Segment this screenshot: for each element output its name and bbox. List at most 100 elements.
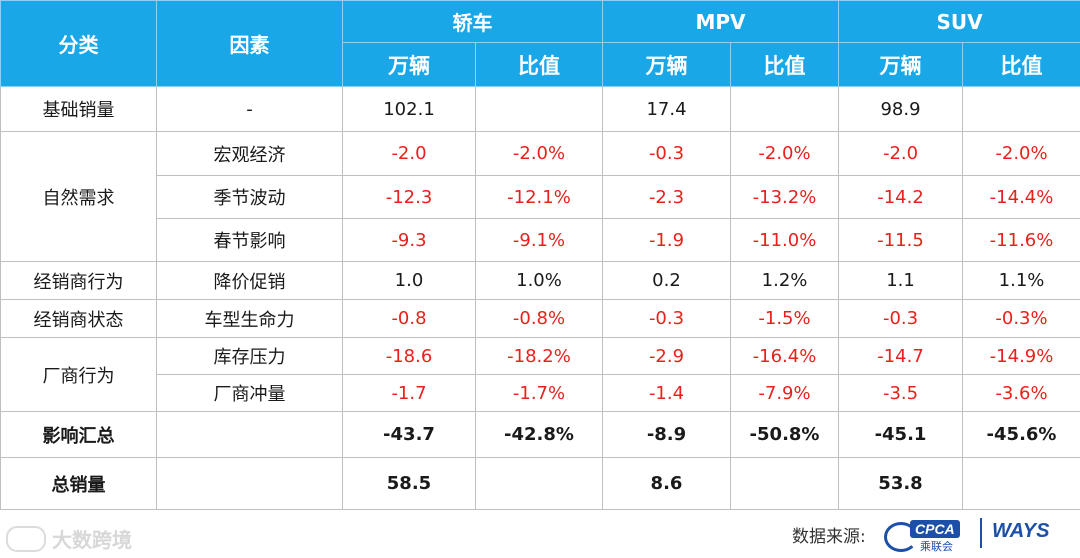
cell: -1.7 xyxy=(342,374,476,412)
cell: -2.0% xyxy=(475,131,603,176)
cell: -3.6% xyxy=(962,374,1080,412)
table-row: 厂商行为 库存压力 -18.6 -18.2% -2.9 -16.4% -14.7… xyxy=(0,337,1080,412)
cell: -14.4% xyxy=(962,175,1080,219)
cell: -9.3 xyxy=(342,218,476,262)
cell: -50.8% xyxy=(729,411,840,458)
cell: -18.2% xyxy=(475,337,603,375)
cell: -42.8% xyxy=(475,411,603,458)
cell: 1.0 xyxy=(342,261,476,300)
cell: 1.2% xyxy=(729,261,840,300)
cpca-logo-text: CPCA xyxy=(910,520,960,538)
cell: -45.6% xyxy=(962,411,1080,458)
cell xyxy=(729,86,840,132)
cell: -12.3 xyxy=(342,175,476,219)
cpca-logo-subtext: 乘联会 xyxy=(920,540,953,553)
cell: -13.2% xyxy=(729,175,840,219)
table-row: 春节影响 -9.3 -9.1% -1.9 -11.0% -11.5 -11.6% xyxy=(1,218,1080,262)
cell: -9.1% xyxy=(475,218,603,262)
watermark-logo-icon xyxy=(6,525,46,552)
header-group-suv: SUV xyxy=(838,0,1080,43)
row-factor: 厂商冲量 xyxy=(156,374,343,412)
header-unit: 比值 xyxy=(475,42,603,87)
row-factor: 车型生命力 xyxy=(156,299,343,338)
row-category: 经销商行为 xyxy=(0,261,157,300)
cell: 102.1 xyxy=(342,86,476,132)
cell xyxy=(962,457,1080,510)
table-row: 自然需求 宏观经济 -2.0 -2.0% -0.3 -2.0% -2.0 -2.… xyxy=(0,131,1080,262)
row-category: 自然需求 xyxy=(0,131,157,262)
header-factor: 因素 xyxy=(156,0,343,87)
cell xyxy=(475,86,603,132)
cell xyxy=(962,86,1080,132)
cell: -0.3 xyxy=(838,299,964,338)
cell: -12.1% xyxy=(475,175,603,219)
cell: -2.0 xyxy=(838,131,964,176)
cell: -2.9 xyxy=(602,337,731,375)
table-row: 季节波动 -12.3 -12.1% -2.3 -13.2% -14.2 -14.… xyxy=(1,175,1080,219)
cell: -11.0% xyxy=(729,218,840,262)
row-factor xyxy=(156,411,343,458)
row-category: 厂商行为 xyxy=(0,337,157,412)
cell: -0.8% xyxy=(475,299,603,338)
cell: -1.9 xyxy=(602,218,731,262)
cell: -1.4 xyxy=(602,374,731,412)
cell: -0.8 xyxy=(342,299,476,338)
row-category: 总销量 xyxy=(0,457,157,510)
table-row: 基础销量 - 102.1 17.4 98.9 xyxy=(0,86,1080,132)
cell: -8.9 xyxy=(602,411,731,458)
cell: 0.2 xyxy=(602,261,731,300)
table-row: 总销量 58.5 8.6 53.8 xyxy=(0,457,1080,510)
row-category: 影响汇总 xyxy=(0,411,157,458)
cell: -2.0% xyxy=(962,131,1080,176)
cell: -0.3% xyxy=(962,299,1080,338)
header-category: 分类 xyxy=(0,0,157,87)
cell: -3.5 xyxy=(838,374,964,412)
cell: -14.7 xyxy=(838,337,964,375)
cell: 53.8 xyxy=(838,457,964,510)
table-row: 经销商状态 车型生命力 -0.8 -0.8% -0.3 -1.5% -0.3 -… xyxy=(0,299,1080,338)
header-group-sedan: 轿车 xyxy=(342,0,603,43)
cell: 98.9 xyxy=(838,86,964,132)
header-unit: 比值 xyxy=(729,42,840,87)
table-row: 厂商冲量 -1.7 -1.7% -1.4 -7.9% -3.5 -3.6% xyxy=(1,374,1080,412)
source-label: 数据来源: xyxy=(792,527,866,547)
row-category: 经销商状态 xyxy=(0,299,157,338)
sales-factor-table: 分类 因素 轿车 MPV SUV 万辆 比值 万辆 比值 万辆 比值 基础销量 … xyxy=(0,0,1080,510)
row-category: 基础销量 xyxy=(0,86,157,132)
cell xyxy=(729,457,840,510)
row-factor: 季节波动 xyxy=(156,175,343,219)
header-unit: 万辆 xyxy=(602,42,731,87)
cell: -16.4% xyxy=(729,337,840,375)
cell: -11.6% xyxy=(962,218,1080,262)
cell: -2.0% xyxy=(729,131,840,176)
cell: 1.0% xyxy=(475,261,603,300)
row-factor: 库存压力 xyxy=(156,337,343,375)
row-factor: 降价促销 xyxy=(156,261,343,300)
header-unit: 万辆 xyxy=(342,42,476,87)
cpca-swoosh-icon xyxy=(884,522,918,552)
cell: -2.3 xyxy=(602,175,731,219)
cell: 17.4 xyxy=(602,86,731,132)
table-row: 影响汇总 -43.7 -42.8% -8.9 -50.8% -45.1 -45.… xyxy=(0,411,1080,458)
header-unit: 比值 xyxy=(962,42,1080,87)
cell: -45.1 xyxy=(838,411,964,458)
ways-logo: WAYS xyxy=(992,520,1050,542)
cell: -2.0 xyxy=(342,131,476,176)
cell: -1.7% xyxy=(475,374,603,412)
row-factor xyxy=(156,457,343,510)
cell xyxy=(475,457,603,510)
cell: -43.7 xyxy=(342,411,476,458)
cell: 8.6 xyxy=(602,457,731,510)
watermark: 大数跨境 xyxy=(6,524,132,553)
row-factor: - xyxy=(156,86,343,132)
watermark-text: 大数跨境 xyxy=(52,528,132,552)
table-row: 经销商行为 降价促销 1.0 1.0% 0.2 1.2% 1.1 1.1% xyxy=(0,261,1080,300)
cell: 58.5 xyxy=(342,457,476,510)
cell: -11.5 xyxy=(838,218,964,262)
logo-divider xyxy=(980,518,982,548)
cell: -0.3 xyxy=(602,299,731,338)
row-factor: 春节影响 xyxy=(156,218,343,262)
footer: 大数跨境 数据来源: CPCA 乘联会 WAYS xyxy=(0,508,1080,558)
cell: -14.2 xyxy=(838,175,964,219)
header-group-mpv: MPV xyxy=(601,0,840,43)
